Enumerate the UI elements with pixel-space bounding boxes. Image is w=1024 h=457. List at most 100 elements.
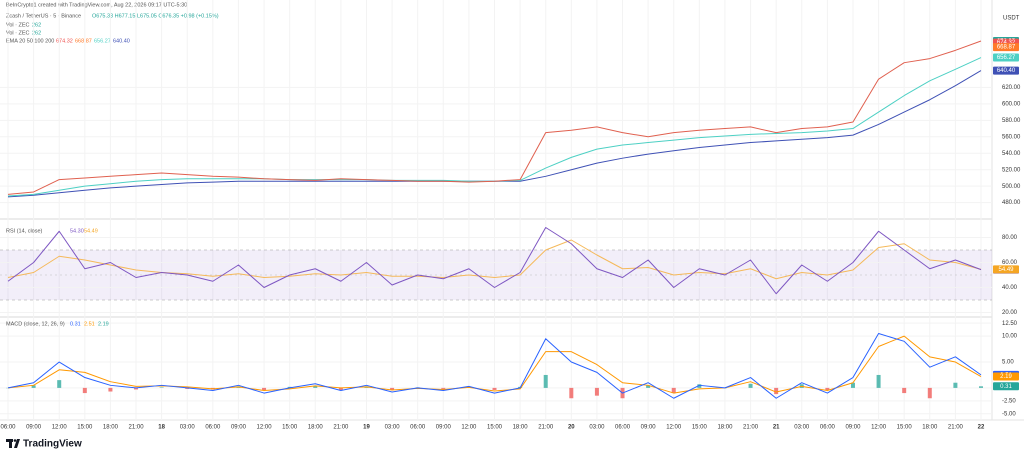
pane-title-value: 2.51 [84,321,95,327]
y-tick-label: 520.00 [1002,167,1021,173]
y-tick-label: 540.00 [1002,151,1021,157]
series-line [7,227,982,295]
histogram-bar [31,385,36,388]
pane-title-value: 54.49 [84,228,98,234]
price-tag [993,43,1019,52]
currency: USDT [1003,16,1020,22]
x-tick-label: 03:00 [589,425,605,431]
histogram-bar [902,387,907,394]
y-tick-label: 480.00 [1002,200,1021,206]
y-tick-label: 600.00 [1002,101,1021,107]
x-tick-label: 18:00 [717,425,733,431]
y-tick-label: 500.00 [1002,184,1021,190]
price-tag-label: 54.49 [998,267,1014,273]
y-tick-label: 60.00 [1002,260,1018,266]
logo-shape [13,439,17,442]
pane: 80.00 60.00 40.00 20.00 RSI (14, close) 54.30… [0,227,1019,316]
pane-title-value: 0.31 [70,321,81,327]
volume-value: 262 [32,30,41,36]
histogram-bar [134,387,139,390]
histogram-bar [492,387,497,390]
x-tick-label: 15:00 [282,425,298,431]
x-tick-label: 22 [978,425,985,431]
y-tick-label: 20.00 [1002,310,1018,316]
histogram-bar [57,380,62,388]
price-tag [993,372,1019,381]
y-tick-label: 580.00 [1002,118,1021,124]
x-tick-label: 12:00 [666,425,682,431]
histogram-bar [927,387,932,399]
pane: 480.00 500.00 520.00 540.00 560.00 580.00 600.… [0,36,1021,206]
x-tick-label: 06:00 [0,425,16,431]
histogram-bar [287,386,292,388]
x-tick-label: 18 [158,425,165,431]
x-tick-label: 18:00 [308,425,324,431]
histogram-bar [82,387,87,394]
histogram-bar [646,385,651,388]
symbol: Zcash / TetherUS · 5 · Binance [6,13,81,19]
price-tag-label: 0.31 [1000,384,1012,390]
x-tick-label: 12:00 [871,425,887,431]
price-tag [993,382,1019,391]
logo-shape [14,439,20,448]
credit: BeInCrypto1 created with TradingView.com… [6,2,187,8]
histogram-bar [390,387,395,390]
histogram-bar [953,382,958,388]
histogram-bar [876,374,881,388]
y-tick-label: 12.50 [1002,321,1018,327]
price-tag-label: 640.40 [997,68,1016,74]
volume-label: Vol · ZEC [6,22,30,28]
histogram-bar [671,387,676,394]
histogram-bar [338,387,343,391]
x-tick-label: 12:00 [257,425,273,431]
ema-value: 656.27 [94,38,111,44]
histogram-bar [697,384,702,388]
x-tick-label: 18:00 [103,425,119,431]
ema-value: 674.32 [56,38,73,44]
x-tick-label: 06:00 [615,425,631,431]
x-tick-label: 03:00 [180,425,196,431]
histogram-bar [748,383,753,388]
x-tick-label: 21:00 [948,425,964,431]
pane-title-value: 54.30 [70,228,84,234]
x-tick-label: 18:00 [922,425,938,431]
y-tick-label: 5.00 [1002,360,1014,366]
histogram-bar [825,387,830,391]
x-tick-label: 19 [363,425,370,431]
histogram-bar [774,387,779,395]
x-tick-label: 21 [773,425,780,431]
price-tag [993,66,1019,75]
histogram-bar [262,387,267,391]
x-tick-label: 09:00 [641,425,657,431]
histogram-bar [159,387,164,388]
histogram-bar [313,385,318,388]
x-tick-label: 09:00 [436,425,452,431]
series-line [7,40,982,195]
x-tick-label: 06:00 [205,425,221,431]
histogram-bar [850,382,855,388]
brand: TradingView [23,439,82,450]
x-tick-label: 18:00 [513,425,529,431]
x-tick-label: 15:00 [487,425,503,431]
x-tick-label: 21:00 [743,425,759,431]
ema-value: 668.87 [75,38,92,44]
price-tag-label: 2.19 [1000,374,1012,380]
x-tick-label: 09:00 [845,425,861,431]
price-tag-label: 656.27 [997,55,1016,61]
x-tick-label: 20 [568,425,575,431]
logo-shape [9,439,12,448]
pane-title-value: 2.19 [98,321,109,327]
y-tick-label: 10.00 [1002,334,1018,340]
x-tick-label: 21:00 [129,425,145,431]
histogram-bar [543,374,548,388]
ohlc: O675.33 H677.15 L675.05 C676.35 +0.98 (+… [92,13,219,19]
ema-label: EMA 20 50 100 200 [6,38,54,44]
series-line [7,333,982,399]
x-tick-label: 21:00 [538,425,554,431]
ema-value: 640.40 [113,38,130,44]
x-tick-label: 15:00 [692,425,708,431]
